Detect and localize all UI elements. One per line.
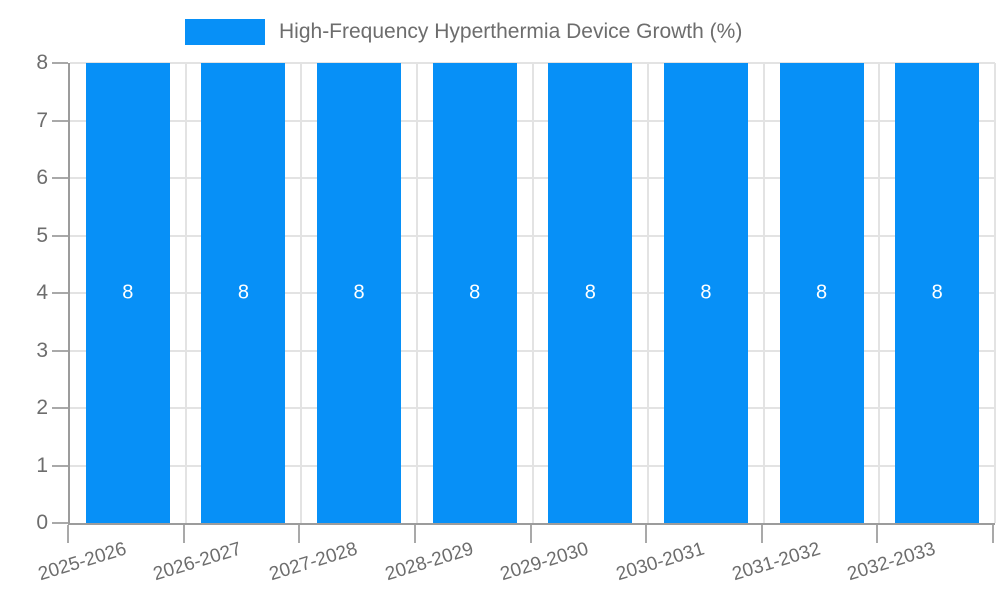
bar-value-label: 8: [816, 281, 828, 304]
gridline-vertical: [994, 63, 996, 523]
bar-2029-2030[interactable]: 8: [548, 63, 633, 523]
y-axis-tick-label: 6: [36, 166, 48, 189]
bar-value-label: 8: [237, 281, 249, 304]
legend-label[interactable]: High-Frequency Hyperthermia Device Growt…: [279, 20, 743, 43]
gridline-vertical: [647, 63, 650, 523]
y-axis-tick-label: 4: [36, 281, 48, 304]
y-axis-tick-label: 7: [36, 108, 48, 132]
bar-2027-2028[interactable]: 8: [317, 63, 402, 523]
bar-2030-2031[interactable]: 8: [663, 63, 748, 523]
bar-value-label: 8: [700, 281, 712, 304]
bar-value-label: 8: [122, 281, 134, 304]
x-axis-tick: [992, 525, 994, 543]
y-axis-tick-label: 0: [36, 511, 48, 534]
x-axis-tick: [760, 525, 763, 543]
bar-2031-2032[interactable]: 8: [779, 63, 864, 523]
y-axis-tick: [52, 407, 68, 409]
y-axis-tick-label: 2: [36, 396, 48, 419]
bar-value-label: 8: [931, 281, 943, 304]
y-axis-tick-label: 5: [36, 223, 48, 247]
x-axis-tick: [182, 525, 185, 543]
y-axis-tick: [52, 119, 68, 122]
bar-value-label: 8: [584, 281, 596, 304]
gridline-vertical: [531, 63, 534, 523]
bar-2025-2026[interactable]: 8: [85, 63, 170, 523]
x-axis-tick: [413, 525, 416, 543]
chart-legend[interactable]: High-Frequency Hyperthermia Device Growt…: [185, 18, 742, 46]
bar-value-label: 8: [469, 281, 481, 304]
y-axis-tick-label: 1: [36, 453, 48, 477]
bar-2028-2029[interactable]: 8: [432, 63, 517, 523]
y-axis-tick-label: 8: [36, 51, 48, 74]
x-axis-tick: [298, 525, 301, 543]
bar-2026-2027[interactable]: 8: [201, 63, 286, 523]
x-axis-tick: [529, 525, 532, 543]
gridline-vertical: [415, 63, 418, 523]
y-axis-tick: [52, 62, 68, 64]
gridline-vertical: [300, 63, 303, 523]
x-axis-tick: [645, 525, 648, 543]
plot-area: 8 8 8 8 8 8 8 8: [68, 62, 996, 525]
y-axis-tick: [52, 292, 68, 294]
legend-swatch[interactable]: [185, 19, 265, 45]
y-axis-tick: [52, 177, 68, 179]
y-axis-tick: [52, 234, 68, 237]
gridline-vertical: [762, 63, 765, 523]
bar-value-label: 8: [353, 281, 365, 304]
y-axis-tick: [52, 522, 68, 524]
gridline-vertical: [184, 63, 187, 523]
y-axis-tick: [52, 349, 68, 352]
y-axis-tick-label: 3: [36, 338, 48, 362]
x-axis-tick: [876, 525, 879, 543]
gridline-vertical: [878, 63, 881, 523]
y-axis-tick: [52, 464, 68, 467]
bar-2032-2033[interactable]: 8: [895, 63, 980, 523]
x-axis-tick: [67, 525, 69, 543]
